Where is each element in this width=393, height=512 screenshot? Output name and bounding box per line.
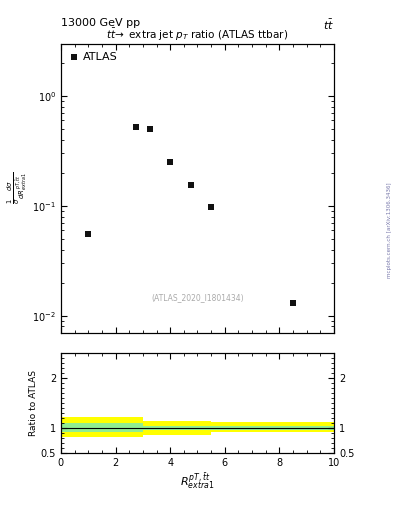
ATLAS <box>291 300 296 306</box>
X-axis label: $R^{pT,\bar{t}t}_{extra1}$: $R^{pT,\bar{t}t}_{extra1}$ <box>180 471 215 490</box>
ATLAS <box>86 231 90 238</box>
Text: (ATLAS_2020_I1801434): (ATLAS_2020_I1801434) <box>151 293 244 303</box>
Text: mcplots.cern.ch [arXiv:1306.3436]: mcplots.cern.ch [arXiv:1306.3436] <box>387 183 392 278</box>
ATLAS <box>188 182 193 188</box>
Title: $t\bar{t}\!\rightarrow$ extra jet $p_{T}$ ratio (ATLAS ttbar): $t\bar{t}\!\rightarrow$ extra jet $p_{T}… <box>107 27 288 44</box>
Y-axis label: Ratio to ATLAS: Ratio to ATLAS <box>29 370 38 436</box>
ATLAS <box>147 126 152 132</box>
Text: 13000 GeV pp: 13000 GeV pp <box>61 18 140 28</box>
Line: ATLAS: ATLAS <box>85 124 297 307</box>
Text: $t\bar{t}$: $t\bar{t}$ <box>323 18 334 32</box>
Legend: ATLAS: ATLAS <box>66 49 121 66</box>
Y-axis label: $\frac{1}{\sigma}\frac{d\sigma}{dR^{pT,\bar{t}t}_{extra1}}$: $\frac{1}{\sigma}\frac{d\sigma}{dR^{pT,\… <box>6 172 29 204</box>
ATLAS <box>209 204 213 210</box>
ATLAS <box>168 159 173 165</box>
ATLAS <box>134 124 138 130</box>
